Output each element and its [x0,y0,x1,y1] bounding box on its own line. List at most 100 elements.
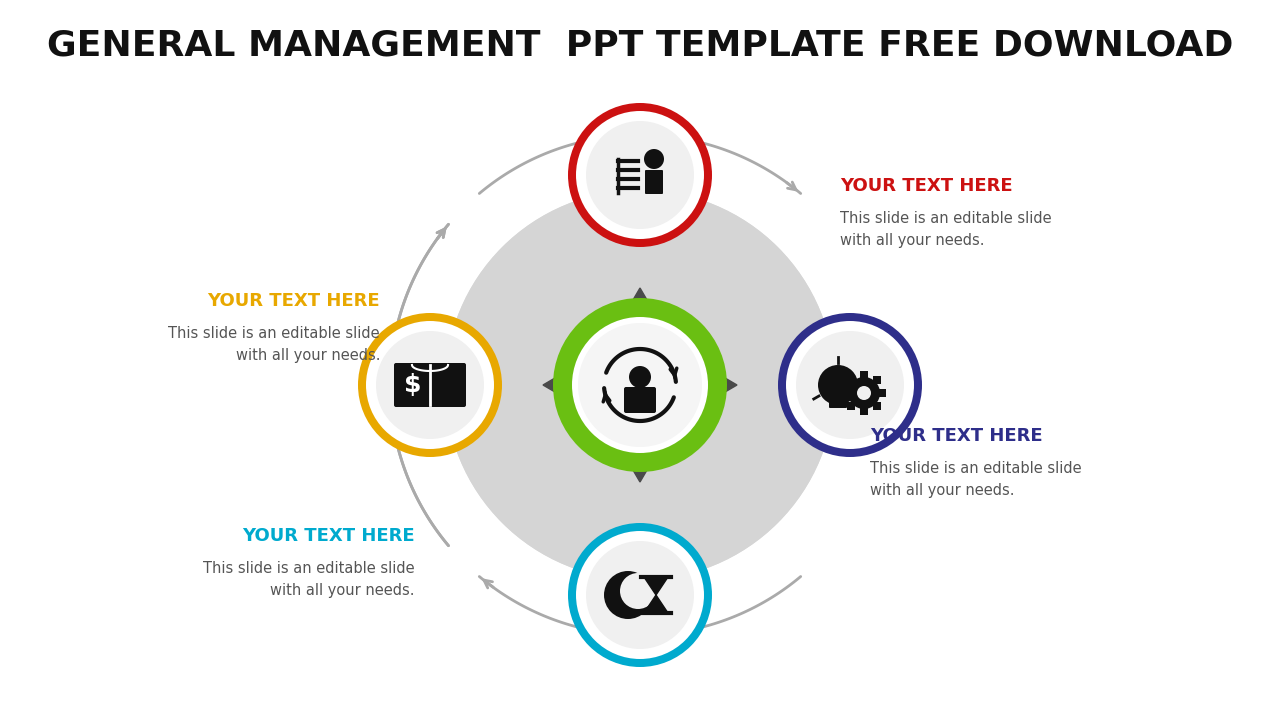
FancyBboxPatch shape [847,377,855,384]
FancyArrow shape [543,378,628,392]
Circle shape [366,321,494,449]
Circle shape [581,326,699,444]
Circle shape [593,338,687,432]
Circle shape [476,221,804,549]
Circle shape [524,268,756,502]
Circle shape [617,361,663,408]
Circle shape [480,225,800,545]
FancyBboxPatch shape [878,389,886,397]
Circle shape [576,531,704,659]
Circle shape [520,264,760,506]
Circle shape [586,541,694,649]
Circle shape [461,206,819,564]
Circle shape [620,573,657,609]
Circle shape [573,319,707,451]
Circle shape [553,298,727,472]
Circle shape [358,313,502,457]
Circle shape [602,346,678,424]
Circle shape [849,377,881,409]
Circle shape [818,365,858,405]
Text: This slide is an editable slide
with all your needs.: This slide is an editable slide with all… [870,461,1082,498]
FancyBboxPatch shape [625,387,657,413]
Circle shape [577,323,703,447]
Circle shape [570,315,710,455]
Circle shape [543,287,737,482]
Text: YOUR TEXT HERE: YOUR TEXT HERE [207,292,380,310]
Circle shape [796,331,904,439]
Circle shape [568,103,712,247]
FancyArrow shape [634,288,646,373]
FancyBboxPatch shape [829,398,847,408]
Circle shape [585,330,695,440]
Circle shape [586,121,694,229]
FancyBboxPatch shape [860,407,868,415]
Circle shape [507,253,773,518]
Polygon shape [644,577,668,613]
Circle shape [632,377,648,393]
Circle shape [495,240,785,529]
Circle shape [445,190,835,580]
FancyBboxPatch shape [645,170,663,194]
Circle shape [572,317,708,453]
Circle shape [472,217,808,553]
Circle shape [609,354,671,416]
Circle shape [589,334,691,436]
Circle shape [625,369,655,400]
Circle shape [488,233,792,537]
FancyBboxPatch shape [860,371,868,379]
Circle shape [628,366,652,388]
Circle shape [604,571,652,619]
Circle shape [613,358,667,413]
Circle shape [778,313,922,457]
Circle shape [511,256,769,513]
Text: YOUR TEXT HERE: YOUR TEXT HERE [870,427,1043,445]
Circle shape [550,295,730,474]
Circle shape [554,300,726,471]
FancyBboxPatch shape [873,377,881,384]
Circle shape [457,202,823,568]
Circle shape [858,386,870,400]
Circle shape [453,198,827,572]
FancyBboxPatch shape [842,389,850,397]
Circle shape [484,229,796,541]
FancyBboxPatch shape [873,402,881,410]
Circle shape [492,237,788,534]
Circle shape [516,260,765,510]
Circle shape [558,303,722,467]
Circle shape [568,523,712,667]
FancyBboxPatch shape [394,363,466,407]
Circle shape [376,331,484,439]
Text: This slide is an editable slide
with all your needs.: This slide is an editable slide with all… [840,211,1052,248]
Circle shape [465,210,815,560]
Circle shape [535,279,745,490]
Circle shape [527,272,753,498]
Circle shape [621,366,659,405]
Circle shape [636,381,644,389]
Text: This slide is an editable slide
with all your needs.: This slide is an editable slide with all… [169,326,380,363]
Text: $: $ [404,373,421,397]
FancyArrow shape [634,397,646,482]
Circle shape [628,373,652,397]
Text: YOUR TEXT HERE: YOUR TEXT HERE [840,177,1012,195]
Circle shape [449,194,831,576]
Circle shape [562,307,718,463]
Circle shape [576,111,704,239]
Circle shape [596,342,684,428]
Circle shape [499,245,781,526]
Circle shape [468,213,812,557]
Circle shape [503,248,777,521]
Text: GENERAL MANAGEMENT  PPT TEMPLATE FREE DOWNLOAD: GENERAL MANAGEMENT PPT TEMPLATE FREE DOW… [47,28,1233,62]
FancyArrow shape [652,378,737,392]
Circle shape [531,276,749,494]
Circle shape [547,292,733,479]
FancyBboxPatch shape [847,402,855,410]
Circle shape [644,149,664,169]
Text: This slide is an editable slide
with all your needs.: This slide is an editable slide with all… [204,561,415,598]
Text: YOUR TEXT HERE: YOUR TEXT HERE [242,527,415,545]
Circle shape [566,311,714,459]
Circle shape [579,323,701,447]
Circle shape [605,350,675,420]
Circle shape [786,321,914,449]
Circle shape [539,284,741,487]
Circle shape [445,190,835,580]
